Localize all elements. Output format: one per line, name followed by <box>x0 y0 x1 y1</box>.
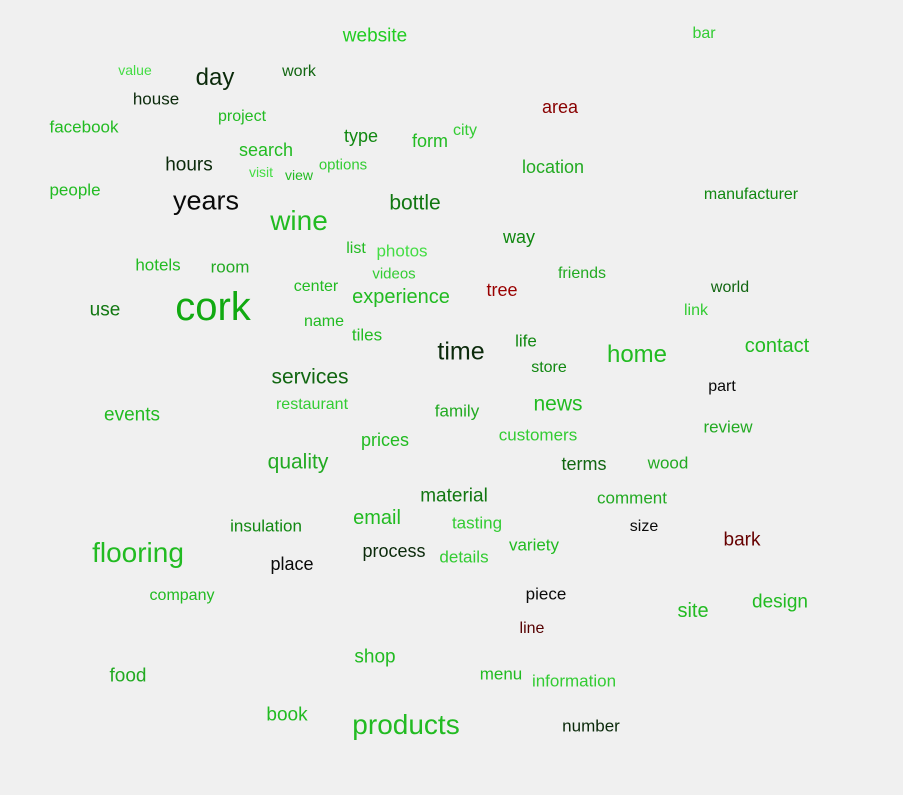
word-work: work <box>282 63 316 80</box>
word-cork: cork <box>175 285 251 329</box>
word-list: list <box>346 240 366 257</box>
word-website: website <box>342 25 408 47</box>
word-hours: hours <box>165 154 213 176</box>
word-bar: bar <box>692 25 716 42</box>
word-details: details <box>439 547 489 567</box>
word-comment: comment <box>597 488 667 508</box>
word-prices: prices <box>360 430 410 450</box>
word-review: review <box>703 417 753 437</box>
word-name: name <box>303 313 345 330</box>
word-contact: contact <box>744 335 810 357</box>
word-news: news <box>533 392 583 416</box>
word-food: food <box>109 665 147 687</box>
word-link: link <box>683 302 709 319</box>
word-project: project <box>217 108 267 125</box>
word-store: store <box>531 359 567 376</box>
word-email: email <box>353 507 401 529</box>
word-menu: menu <box>479 664 523 684</box>
word-family: family <box>434 401 480 421</box>
word-information: information <box>531 671 617 691</box>
word-area: area <box>541 97 579 117</box>
word-bark: bark <box>723 529 761 551</box>
word-city: city <box>453 122 477 139</box>
word-customers: customers <box>498 425 578 445</box>
word-design: design <box>752 591 808 613</box>
word-facebook: facebook <box>49 117 119 137</box>
word-line: line <box>519 620 545 637</box>
word-time: time <box>437 337 485 366</box>
word-search: search <box>238 140 294 160</box>
word-value: value <box>118 62 152 78</box>
word-photos: photos <box>376 241 428 261</box>
word-videos: videos <box>372 265 416 283</box>
word-visit: visit <box>248 164 274 180</box>
word-friends: friends <box>557 265 607 282</box>
word-hotels: hotels <box>135 255 181 275</box>
word-use: use <box>89 299 121 321</box>
word-quality: quality <box>267 450 329 474</box>
word-location: location <box>521 157 585 177</box>
word-tiles: tiles <box>351 325 383 345</box>
word-book: book <box>266 704 308 726</box>
word-options: options <box>318 156 368 174</box>
word-wood: wood <box>647 453 689 473</box>
word-way: way <box>502 227 536 247</box>
word-insulation: insulation <box>230 516 302 536</box>
word-home: home <box>606 341 668 368</box>
word-variety: variety <box>508 535 560 555</box>
word-terms: terms <box>561 454 607 474</box>
word-site: site <box>677 600 709 622</box>
word-center: center <box>293 278 339 295</box>
word-people: people <box>49 180 101 200</box>
word-part: part <box>708 378 736 395</box>
word-events: events <box>104 404 160 426</box>
word-material: material <box>420 485 488 507</box>
word-piece: piece <box>525 584 567 604</box>
word-day: day <box>195 64 235 91</box>
word-house: house <box>132 89 180 109</box>
word-company: company <box>149 587 215 604</box>
word-place: place <box>270 554 314 574</box>
word-services: services <box>271 365 349 389</box>
word-form: form <box>412 131 448 151</box>
word-flooring: flooring <box>92 537 184 568</box>
word-number: number <box>562 716 620 736</box>
word-years: years <box>172 185 240 216</box>
word-products: products <box>352 709 460 740</box>
word-world: world <box>710 279 750 296</box>
word-wine: wine <box>270 205 328 236</box>
word-experience: experience <box>352 286 450 308</box>
word-manufacturer: manufacturer <box>703 186 799 203</box>
word-tree: tree <box>486 280 518 300</box>
word-bottle: bottle <box>389 191 441 215</box>
word-restaurant: restaurant <box>275 396 349 413</box>
word-tasting: tasting <box>451 513 503 533</box>
word-process: process <box>362 541 426 561</box>
word-type: type <box>343 126 379 146</box>
word-view: view <box>284 167 314 183</box>
word-life: life <box>515 331 537 351</box>
word-size: size <box>629 518 659 535</box>
word-shop: shop <box>354 646 396 668</box>
word-room: room <box>210 257 250 277</box>
